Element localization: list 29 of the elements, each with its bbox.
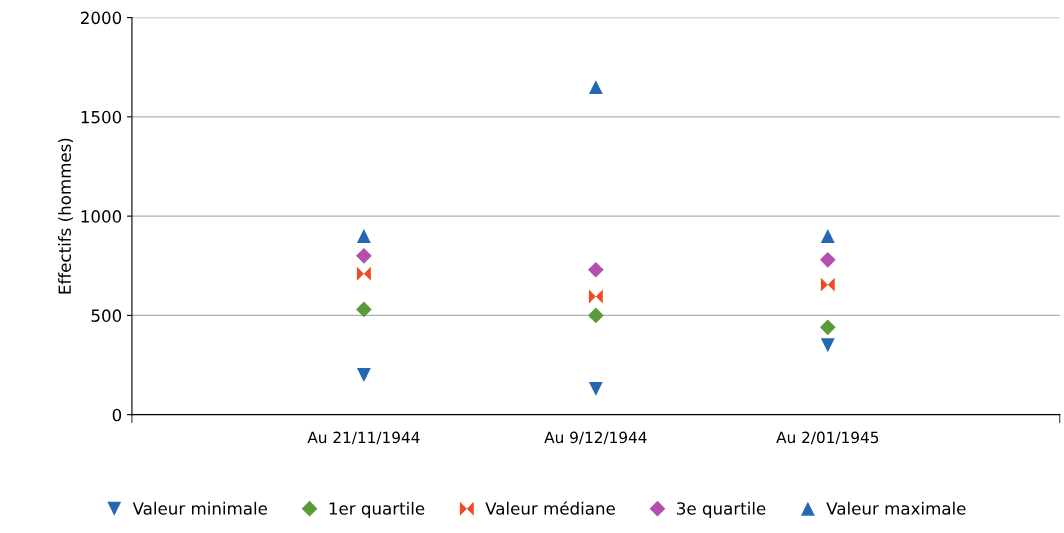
legend-label: Valeur minimale [132, 501, 268, 515]
y-tick-label: 500 [91, 309, 122, 322]
point [820, 277, 835, 292]
point [356, 229, 371, 243]
point [356, 368, 371, 382]
y-tick-label: 0 [112, 408, 122, 422]
point [356, 247, 372, 264]
point [356, 266, 371, 281]
point [819, 319, 836, 336]
y-tick-label: 1000 [81, 210, 122, 223]
legend-label: Valeur maximale [826, 501, 966, 515]
legend-label: Valeur médiane [485, 501, 615, 515]
y-tick-label: 2000 [81, 11, 122, 25]
y-axis-title: Effectifs (hommes) [58, 138, 73, 294]
point [356, 301, 372, 318]
point [588, 80, 603, 95]
x-tick-label: Au 2/01/1945 [776, 431, 879, 445]
x-tick-label: Au 21/11/1944 [307, 431, 420, 445]
y-tick-label: 1500 [81, 110, 122, 124]
point [820, 338, 835, 353]
x-tick-label: Au 9/12/1944 [544, 431, 647, 445]
point [588, 381, 603, 396]
point [588, 289, 603, 304]
legend-label: 3e quartile [677, 501, 766, 518]
point [587, 261, 604, 278]
legend-label: 1er quartile [329, 501, 425, 518]
point [820, 229, 835, 243]
point [819, 251, 836, 268]
point [587, 307, 604, 324]
